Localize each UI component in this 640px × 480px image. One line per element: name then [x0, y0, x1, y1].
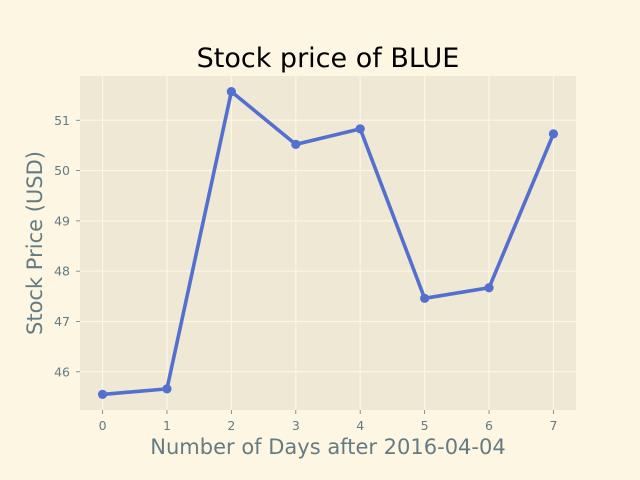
- data-point: [226, 86, 236, 97]
- y-tick-label: 49: [54, 213, 70, 228]
- x-tick-label: 7: [549, 418, 557, 433]
- x-tick-label: 3: [292, 418, 300, 433]
- series-layer: [97, 86, 559, 400]
- plot-area: [80, 76, 576, 410]
- data-point: [420, 293, 430, 303]
- data-point: [355, 124, 365, 134]
- data-point: [291, 139, 301, 150]
- y-tick-label: 48: [54, 264, 70, 279]
- series-line: [100, 89, 556, 397]
- x-tick-label: 4: [356, 418, 364, 433]
- y-axis-label: Stock Price (USD): [23, 151, 47, 335]
- y-tick-label: 50: [54, 163, 70, 178]
- x-tick-label: 0: [99, 418, 107, 433]
- data-point: [484, 283, 494, 293]
- data-point: [97, 389, 108, 400]
- data-point: [162, 384, 172, 394]
- y-tick-labels: 46 47 48 49 50 51: [54, 113, 70, 380]
- y-tick-label: 46: [54, 364, 70, 379]
- y-tick-label: 47: [54, 314, 70, 329]
- x-tick-label: 5: [421, 418, 429, 433]
- x-tick-labels: 0 1 2 3 4 5 6 7: [99, 418, 558, 433]
- x-axis-label: Number of Days after 2016-04-04: [150, 435, 505, 459]
- y-gridlines: [76, 119, 576, 373]
- data-point: [548, 129, 559, 139]
- x-tick-label: 1: [163, 418, 171, 433]
- x-tick-label: 6: [485, 418, 493, 433]
- chart-title: Stock price of BLUE: [197, 43, 460, 74]
- x-tick-label: 2: [227, 418, 235, 433]
- y-tick-label: 51: [54, 113, 70, 128]
